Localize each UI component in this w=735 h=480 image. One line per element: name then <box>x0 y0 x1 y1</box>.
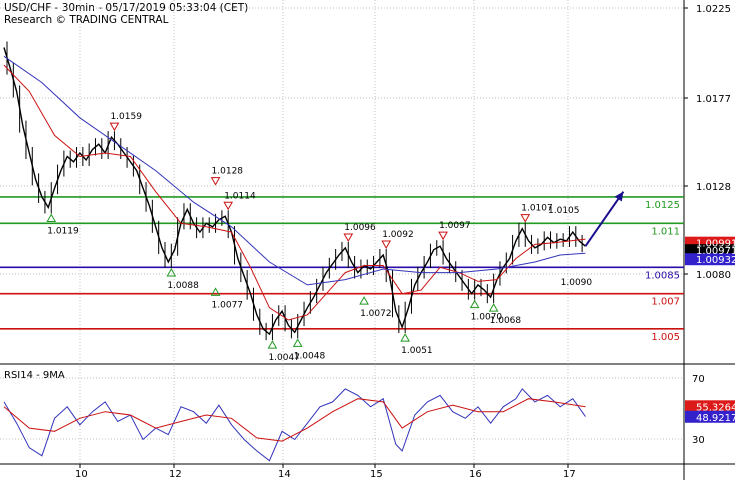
price-tag-label: 1.00971 <box>696 246 735 257</box>
swing-low-label: 1.0070 <box>471 313 503 323</box>
x-tick-label: 16 <box>469 469 482 480</box>
swing-high-label: 1.0128 <box>212 167 244 177</box>
swing-high-label: 1.0114 <box>224 191 256 201</box>
swing-high-label: 1.0092 <box>382 230 414 240</box>
swing-low-marker <box>267 340 278 349</box>
x-tick-label: 10 <box>75 469 88 480</box>
moving-average-red <box>3 64 586 321</box>
y-tick-label: 1.0225 <box>696 4 731 15</box>
rsi-tag-label: 55.3264 <box>696 402 735 413</box>
y-tick-label: 1.0080 <box>696 270 731 281</box>
x-tick-label: 14 <box>278 469 291 480</box>
swing-low-label: 1.0051 <box>401 346 433 356</box>
rsi-title: RSI14 - 9MA <box>4 370 65 381</box>
price-tag-label: 1.00932 <box>696 255 735 266</box>
level-label: 1.0085 <box>645 270 680 281</box>
forecast-arrow-head <box>614 191 624 202</box>
swing-low-marker <box>400 333 411 342</box>
swing-high-marker <box>210 177 221 186</box>
swing-high-marker <box>343 233 354 242</box>
swing-high-marker <box>109 122 120 132</box>
rsi-tick-label: 70 <box>692 374 705 385</box>
rsi-ma-line <box>3 398 586 442</box>
swing-low-marker <box>292 338 303 347</box>
swing-low-label: 1.0068 <box>490 316 522 326</box>
swing-low-label: 1.0047 <box>268 353 300 363</box>
level-label: 1.007 <box>651 297 680 308</box>
y-tick-label: 1.0128 <box>696 182 731 193</box>
projection-label: 1.0105 <box>548 206 580 216</box>
swing-low-label: 1.0077 <box>212 300 244 310</box>
swing-high-marker <box>223 201 234 211</box>
swing-low-label: 1.0072 <box>360 309 392 319</box>
moving-average-blue <box>3 55 586 286</box>
level-label: 1.005 <box>651 332 680 343</box>
price-tag-label: 1.00991 <box>696 239 735 250</box>
projection-label: 1.0090 <box>561 278 593 288</box>
chart-subtitle: Research © TRADING CENTRAL <box>4 14 169 26</box>
price-line <box>3 47 586 336</box>
swing-high-marker <box>381 240 392 249</box>
swing-high-marker <box>438 231 448 241</box>
level-label: 1.0125 <box>645 200 680 211</box>
swing-low-marker <box>488 303 499 312</box>
swing-low-label: 1.0048 <box>294 351 326 361</box>
swing-high-label: 1.0097 <box>439 221 471 231</box>
x-tick-label: 17 <box>563 469 576 480</box>
swing-low-marker <box>46 213 57 222</box>
swing-low-marker <box>210 287 221 296</box>
swing-low-marker <box>359 296 369 305</box>
swing-low-label: 1.0088 <box>167 281 199 291</box>
y-tick-label: 1.0177 <box>696 94 731 105</box>
swing-low-label: 1.0119 <box>47 226 79 236</box>
swing-low-marker <box>166 268 177 277</box>
level-label: 1.011 <box>651 226 680 237</box>
swing-low-marker <box>469 299 480 309</box>
price-tag <box>685 244 735 257</box>
rsi-tag-label: 48.9217 <box>696 413 735 424</box>
x-tick-label: 15 <box>370 469 383 480</box>
x-tick-label: 12 <box>169 469 182 480</box>
forecast-arrow <box>584 191 625 247</box>
rsi-tick-label: 30 <box>692 435 705 446</box>
rsi-tag <box>685 400 735 413</box>
swing-high-marker <box>520 214 531 223</box>
rsi-tag <box>685 410 735 423</box>
rsi-line <box>3 388 586 462</box>
swing-high-label: 1.0107 <box>521 204 553 214</box>
price-tag <box>685 253 735 266</box>
swing-high-label: 1.0096 <box>344 223 376 233</box>
swing-high-label: 1.0159 <box>110 112 142 122</box>
